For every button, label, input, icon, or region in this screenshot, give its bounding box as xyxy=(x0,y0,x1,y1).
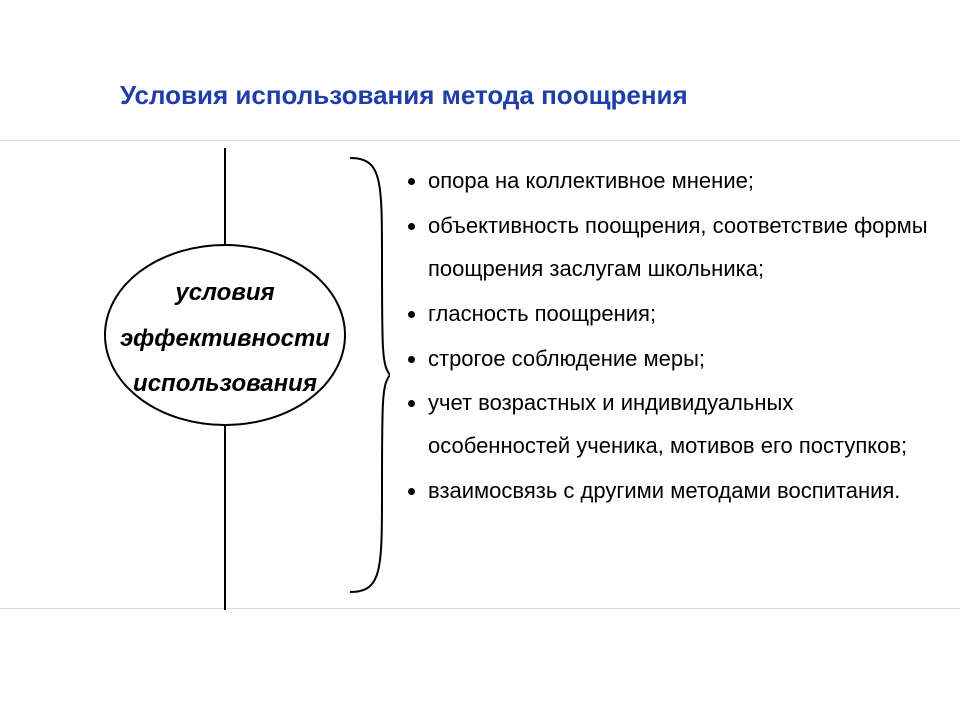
brace-icon xyxy=(350,158,390,592)
slide: Условия использования метода поощрения у… xyxy=(0,0,960,720)
slide-title: Условия использования метода поощрения xyxy=(120,80,900,111)
ellipse-line-2: эффективности xyxy=(110,316,340,362)
ellipse-label: условия эффективности использования xyxy=(110,270,340,407)
list-item: гласность поощрения; xyxy=(428,293,930,336)
bullet-list: опора на коллективное мнение; объективно… xyxy=(400,160,930,515)
ellipse-line-3: использования xyxy=(110,361,340,407)
list-item: взаимосвязь с другими методами воспитани… xyxy=(428,470,930,513)
list-item: строгое соблюдение меры; xyxy=(428,338,930,381)
list-item: объективность поощрения, соответствие фо… xyxy=(428,205,930,291)
ellipse-line-1: условия xyxy=(110,270,340,316)
list-item: учет возрастных и индивидуальных особенн… xyxy=(428,382,930,468)
list-item: опора на коллективное мнение; xyxy=(428,160,930,203)
